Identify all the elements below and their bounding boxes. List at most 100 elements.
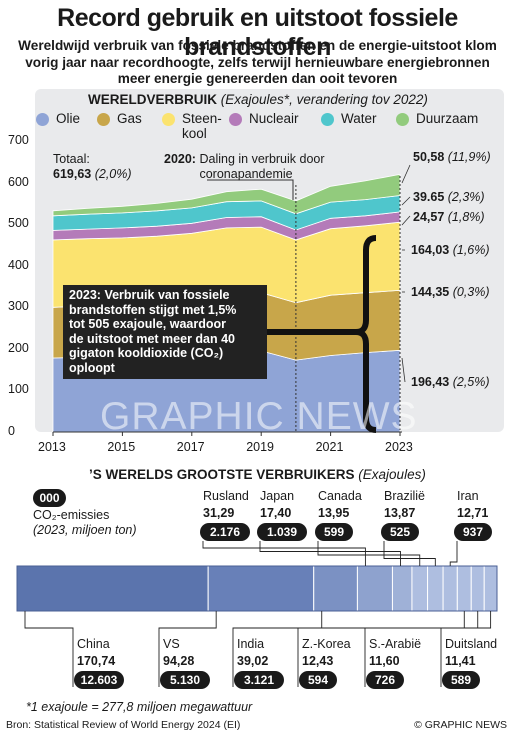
legend-label: Steen- kool bbox=[182, 111, 222, 141]
end-label-duurzaam: 50,58 (11,9%) bbox=[413, 150, 491, 164]
country-value: 94,28 bbox=[163, 654, 195, 668]
legend-label: Duurzaam bbox=[416, 111, 479, 126]
co2-legend-note: CO₂-emissies (2023, miljoen ton) bbox=[33, 508, 137, 538]
country-leader-line bbox=[232, 611, 323, 687]
legend-dot bbox=[97, 113, 110, 126]
end-value: 50,58 bbox=[413, 150, 445, 164]
country-leader-line bbox=[158, 611, 217, 687]
x-tick-label: 2021 bbox=[315, 440, 344, 454]
consumer-bar-segment bbox=[442, 565, 458, 612]
end-change: (0,3%) bbox=[452, 285, 490, 299]
consumer-bar-segment bbox=[313, 565, 358, 612]
x-tick-label: 2013 bbox=[38, 440, 66, 454]
legend-dot bbox=[396, 113, 409, 126]
country-co2-pill: 5.130 bbox=[160, 671, 210, 689]
end-label-steenkool: 164,03 (1,6%) bbox=[411, 243, 490, 257]
country-value: 12,43 bbox=[302, 654, 334, 668]
area-series-5 bbox=[52, 173, 401, 217]
total-value: 619,63 bbox=[53, 167, 92, 181]
country-co2-pill: 589 bbox=[442, 671, 480, 689]
country-leader-line bbox=[24, 611, 74, 687]
note-2023-line: oploopt bbox=[69, 360, 115, 375]
country-co2-pill: 2.176 bbox=[200, 523, 250, 541]
co2-legend-sub: (2023, miljoen ton) bbox=[33, 523, 137, 537]
end-label-gas: 144,35 (0,3%) bbox=[411, 285, 490, 299]
y-tick-label: 300 bbox=[8, 299, 29, 314]
end-value: 39.65 bbox=[413, 190, 445, 204]
x-tick-label: 2023 bbox=[385, 440, 413, 454]
end-change: (1,6%) bbox=[452, 243, 490, 257]
country-value: 39,02 bbox=[237, 654, 269, 668]
country-co2-pill: 594 bbox=[299, 671, 337, 689]
y-tick-label: 600 bbox=[8, 174, 29, 189]
country-value: 11,41 bbox=[445, 654, 476, 668]
country-leader-line bbox=[317, 541, 421, 566]
legend-dot bbox=[162, 113, 175, 126]
country-name: Japan bbox=[260, 489, 295, 503]
note-2023-line: 2023: Verbruik van fossiele bbox=[69, 288, 230, 302]
country-value: 12,71 bbox=[457, 506, 489, 520]
country-co2-pill: 937 bbox=[454, 523, 492, 541]
country-value: 31,29 bbox=[203, 506, 235, 520]
country-name: Rusland bbox=[203, 489, 249, 503]
page-title: Record gebruik en uitstoot fossiele bran… bbox=[57, 4, 458, 61]
country-leader-line bbox=[449, 541, 458, 566]
legend-dot bbox=[36, 113, 49, 126]
chart-title-main: WERELDVERBRUIK bbox=[88, 92, 218, 107]
legend-label: Gas bbox=[117, 111, 142, 126]
country-name: Duitsland bbox=[445, 637, 498, 651]
note-2020-text: Daling in verbruik door coronapandemie bbox=[199, 152, 325, 181]
watermark: GRAPHIC NEWS bbox=[100, 395, 418, 438]
country-name: Brazilië bbox=[384, 489, 425, 503]
country-co2-pill: 726 bbox=[366, 671, 404, 689]
country-name: Iran bbox=[457, 489, 479, 503]
consumer-bar-segment bbox=[356, 565, 393, 612]
total-label: Totaal: bbox=[53, 152, 90, 166]
end-value: 196,43 bbox=[411, 375, 450, 389]
note-2020-year: 2020: bbox=[164, 152, 196, 166]
country-co2-pill: 12.603 bbox=[74, 671, 124, 689]
y-tick-label: 500 bbox=[8, 216, 29, 231]
end-label-leader bbox=[401, 196, 411, 206]
y-tick-label: 700 bbox=[8, 133, 29, 147]
end-label-leader bbox=[401, 164, 411, 184]
country-name: Canada bbox=[318, 489, 362, 503]
y-tick-label: 0 bbox=[8, 424, 15, 438]
note-2023-line: de uitstoot met meer dan 40 bbox=[69, 331, 236, 346]
country-value: 17,40 bbox=[260, 506, 292, 520]
legend-label: Nucleair bbox=[249, 111, 299, 126]
legend-label: Water bbox=[341, 111, 377, 126]
end-label-water: 39.65 (2,3%) bbox=[413, 190, 485, 204]
page-subtitle: Wereldwijd verbruik van fossiele brandst… bbox=[18, 38, 497, 86]
y-tick-label: 200 bbox=[8, 340, 29, 355]
country-value: 13,87 bbox=[384, 506, 416, 520]
note-2023: 2023: Verbruik van fossiele brandstoffen… bbox=[63, 285, 267, 379]
end-value: 24,57 bbox=[413, 210, 445, 224]
consumer-bar-segment bbox=[411, 565, 429, 612]
source: Bron: Statistical Review of World Energy… bbox=[6, 719, 241, 731]
consumer-bar-segment bbox=[391, 565, 413, 612]
note-2020: 2020: Daling in verbruik door coronapand… bbox=[164, 152, 384, 182]
legend-label: Olie bbox=[56, 111, 81, 126]
co2-legend-label: CO₂-emissies bbox=[33, 508, 110, 522]
end-change: (2,5%) bbox=[452, 375, 490, 389]
consumer-bar-segment bbox=[16, 565, 209, 612]
country-leader-line bbox=[202, 541, 366, 566]
end-label-leader bbox=[401, 357, 406, 383]
end-value: 144,35 bbox=[411, 285, 450, 299]
end-label-nucleair: 24,57 (1,8%) bbox=[413, 210, 485, 224]
end-change: (1,8%) bbox=[447, 210, 485, 224]
country-name: S.-Arabië bbox=[369, 637, 422, 651]
country-name: VS bbox=[163, 637, 180, 651]
legend-dot bbox=[229, 113, 242, 126]
country-value: 170,74 bbox=[77, 654, 116, 668]
country-name: Z.-Korea bbox=[302, 637, 351, 651]
country-co2-pill: 1.039 bbox=[257, 523, 307, 541]
country-co2-pill: 599 bbox=[315, 523, 353, 541]
y-tick-label: 100 bbox=[8, 382, 29, 397]
chart-title: WERELDVERBRUIK (Exajoules*, verandering … bbox=[88, 92, 428, 107]
country-name: India bbox=[237, 637, 265, 651]
total-annotation: Totaal: 619,63 (2,0%) bbox=[53, 152, 132, 182]
note-2020-pointer bbox=[207, 179, 294, 200]
